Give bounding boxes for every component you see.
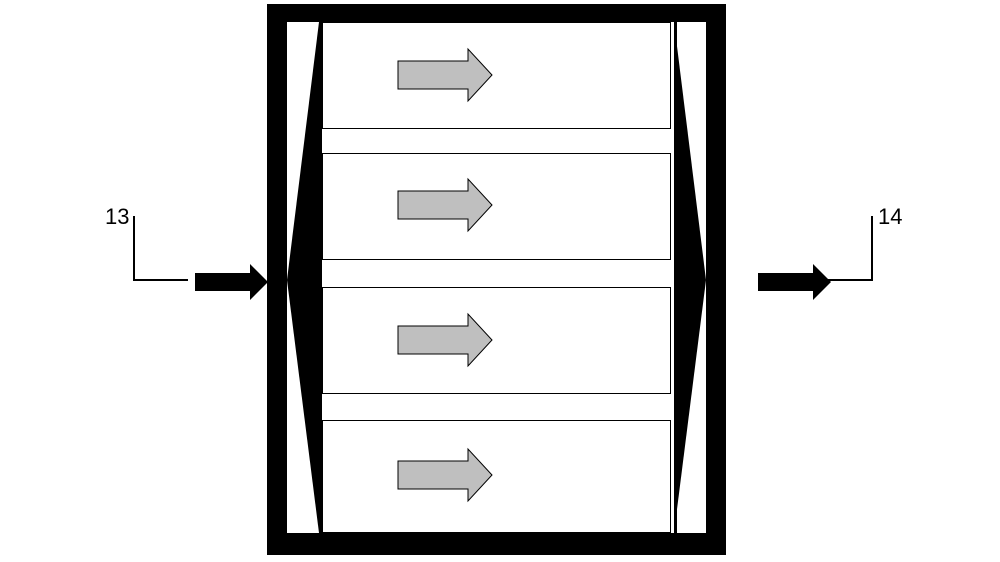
leader-lines xyxy=(0,0,1000,562)
diagram-stage: 13 14 xyxy=(0,0,1000,562)
